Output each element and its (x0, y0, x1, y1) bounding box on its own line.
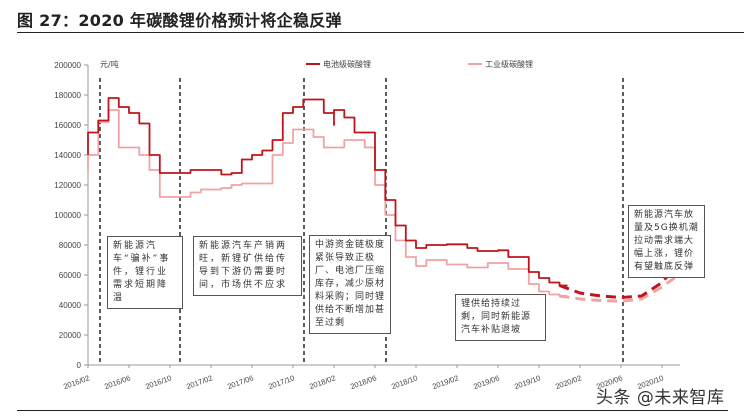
svg-text:40000: 40000 (59, 301, 82, 310)
svg-text:2016/06: 2016/06 (103, 373, 132, 391)
svg-text:电池级碳酸锂: 电池级碳酸锂 (323, 59, 371, 69)
chart-legend: 电池级碳酸锂 工业级碳酸锂 (306, 59, 533, 69)
svg-text:2017/02: 2017/02 (185, 373, 214, 391)
figure-title: 图 27：2020 年碳酸锂价格预计将企稳反弹 (17, 11, 342, 30)
svg-text:2017/10: 2017/10 (267, 373, 296, 391)
price-lines (87, 97, 684, 303)
svg-text:2016/10: 2016/10 (144, 373, 173, 391)
svg-text:120000: 120000 (54, 181, 81, 190)
svg-text:工业级碳酸锂: 工业级碳酸锂 (485, 59, 533, 69)
annotation-phase-2: 新能源汽车产销两旺，新锂矿供给传导到下游仍需要时间，市场供不应求 (193, 236, 302, 296)
bottom-divider (17, 410, 728, 411)
svg-text:20000: 20000 (59, 331, 82, 340)
watermark: 头条 @未来智库 (596, 388, 725, 408)
svg-text:2019/02: 2019/02 (431, 373, 460, 391)
annotation-phase-1: 新能源汽车“骗补”事件，锂行业需求短期降温 (107, 236, 183, 309)
svg-text:180000: 180000 (54, 91, 81, 100)
svg-text:160000: 160000 (54, 121, 81, 130)
svg-text:2018/10: 2018/10 (390, 373, 419, 391)
svg-text:2017/06: 2017/06 (226, 373, 255, 391)
svg-text:2018/02: 2018/02 (308, 373, 337, 391)
annotation-phase-5: 新能源汽车放量及5G换机潮拉动需求端大幅上涨，锂价有望触底反弹 (628, 205, 705, 278)
svg-text:2020/02: 2020/02 (554, 373, 583, 391)
svg-text:200000: 200000 (54, 61, 81, 70)
svg-text:80000: 80000 (59, 241, 82, 250)
svg-text:2016/02: 2016/02 (62, 373, 91, 391)
svg-text:元/吨: 元/吨 (100, 59, 119, 69)
chart-axes: 0 20000 40000 60000 80000 100000 120000 140000 1… (54, 59, 680, 391)
svg-text:2019/10: 2019/10 (513, 373, 542, 391)
svg-text:2019/06: 2019/06 (472, 373, 501, 391)
annotation-phase-3: 中游资金链极度紧张导致正极厂、电池厂压缩库存，减少原材料采购；同时锂供给不断增加… (309, 235, 391, 334)
annotation-phase-4: 锂供给持续过剩，同时新能源汽车补贴退坡 (455, 294, 546, 341)
svg-text:140000: 140000 (54, 151, 81, 160)
title-divider (17, 32, 744, 33)
svg-text:0: 0 (77, 361, 82, 370)
svg-text:2018/06: 2018/06 (349, 373, 378, 391)
svg-text:100000: 100000 (54, 211, 81, 220)
svg-text:60000: 60000 (59, 271, 82, 280)
